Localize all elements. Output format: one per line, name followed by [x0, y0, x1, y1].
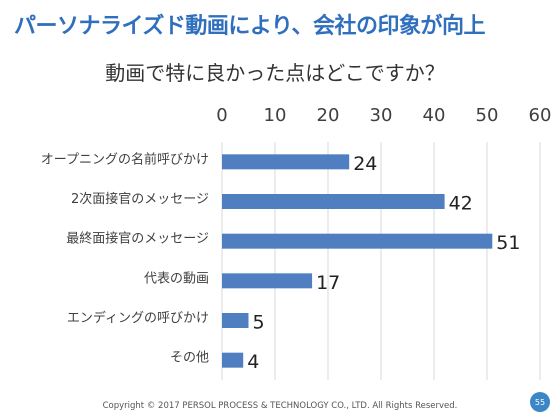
- data-label: 4: [247, 351, 259, 373]
- bar: [222, 273, 313, 289]
- x-axis-ticks: 0 10 20 30 40 50 60: [216, 105, 551, 126]
- page-number-badge: 55: [530, 392, 550, 412]
- data-label: 17: [316, 272, 340, 294]
- data-label: 42: [449, 193, 473, 215]
- category-label: その他: [170, 351, 209, 366]
- category-label: エンディングの呼びかけ: [67, 310, 209, 326]
- x-tick-label: 60: [529, 105, 552, 126]
- category-label: 代表の動画: [144, 271, 209, 286]
- bar: [222, 313, 249, 328]
- x-tick-label: 0: [216, 105, 227, 126]
- bar: [222, 154, 350, 170]
- x-tick-label: 20: [317, 105, 340, 126]
- value-labels: 24 42 51 17 5 4: [247, 153, 520, 373]
- bars: [222, 154, 493, 368]
- x-tick-label: 30: [370, 105, 393, 126]
- x-tick-label: 40: [423, 105, 446, 126]
- chart-title: 動画で特に良かった点はどこですか？: [105, 61, 444, 85]
- bar: [222, 194, 445, 209]
- category-label: オープニングの名前呼びかけ: [41, 151, 209, 167]
- category-labels: オープニングの名前呼びかけ 2次面接官のメッセージ最終面接官のメッセージ代表の動画…: [41, 151, 209, 365]
- category-label: 2次面接官のメッセージ: [71, 191, 209, 207]
- data-label: 5: [253, 312, 265, 334]
- x-tick-label: 10: [264, 105, 287, 126]
- bar: [222, 233, 493, 249]
- gridlines: [221, 142, 541, 380]
- x-tick-label: 50: [476, 105, 499, 126]
- slide-title: パーソナライズド動画により、会社の印象が向上: [14, 14, 486, 39]
- data-label: 24: [353, 153, 377, 175]
- data-label: 51: [496, 232, 520, 254]
- category-label: 最終面接官のメッセージ: [66, 231, 209, 247]
- copyright-footer: Copyright © 2017 PERSOL PROCESS & TECHNO…: [102, 401, 458, 411]
- bar: [222, 352, 244, 368]
